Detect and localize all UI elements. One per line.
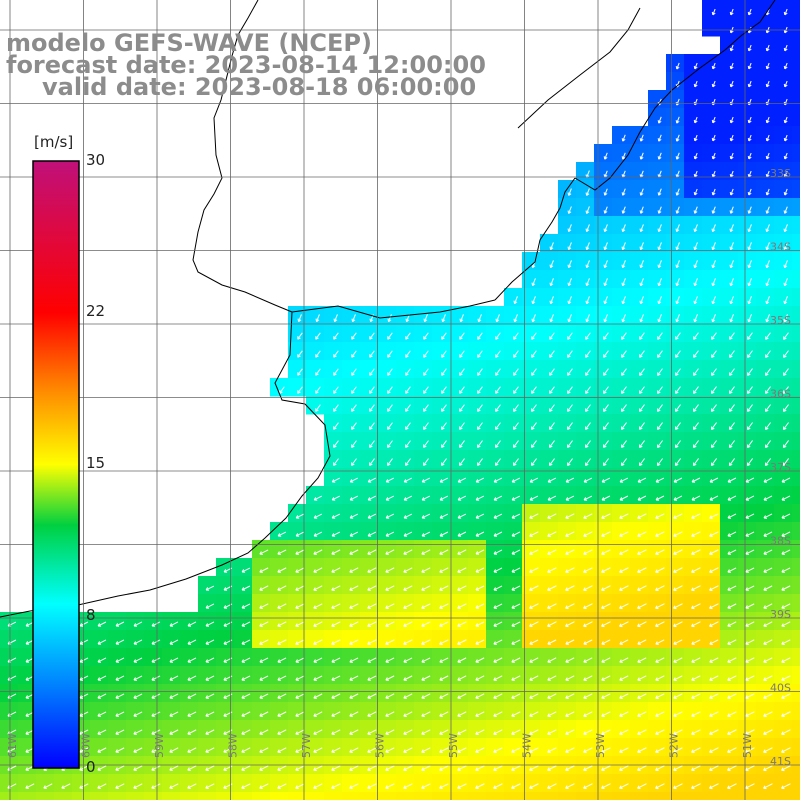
lon-label: 61W <box>6 733 19 758</box>
lat-label: 37S <box>770 461 791 474</box>
colorbar-tick-label: 30 <box>86 151 106 169</box>
lon-label: 53W <box>594 733 607 758</box>
lon-label: 55W <box>447 733 460 758</box>
colorbar-tick-label: 22 <box>86 302 106 320</box>
lon-label: 58W <box>227 733 240 758</box>
grid-labels: 33S 34S 35S 36S 37S 38S 39S 40S 41S 61W 60W 59W 58W 5… <box>6 167 791 768</box>
lon-label: 51W <box>741 733 754 758</box>
lat-label: 38S <box>770 535 791 548</box>
lon-label: 57W <box>300 733 313 758</box>
colorbar-unit: [m/s] <box>34 133 74 151</box>
lon-label: 56W <box>374 733 387 758</box>
lat-label: 33S <box>770 167 791 180</box>
colorbar-tick-label: 0 <box>86 758 96 776</box>
lat-label: 40S <box>770 682 791 695</box>
colorbar <box>32 160 80 769</box>
lat-label: 39S <box>770 608 791 621</box>
lat-label: 34S <box>770 241 791 254</box>
lat-label: 35S <box>770 314 791 327</box>
lon-label: 52W <box>668 733 681 758</box>
valid-date: valid date: 2023-08-18 06:00:00 <box>42 73 477 101</box>
model-title: modelo GEFS-WAVE (NCEP) <box>6 29 372 57</box>
lat-label: 41S <box>770 755 791 768</box>
lon-label: 59W <box>153 733 166 758</box>
forecast-date: forecast date: 2023-08-14 12:00:00 <box>6 51 486 79</box>
wind-vector-arrows <box>7 8 791 790</box>
lat-label: 36S <box>770 388 791 401</box>
lon-label: 54W <box>521 733 534 758</box>
lon-label: 60W <box>80 733 93 758</box>
colorbar-tick-label: 8 <box>86 606 96 624</box>
colorbar-tick-label: 15 <box>86 454 106 472</box>
